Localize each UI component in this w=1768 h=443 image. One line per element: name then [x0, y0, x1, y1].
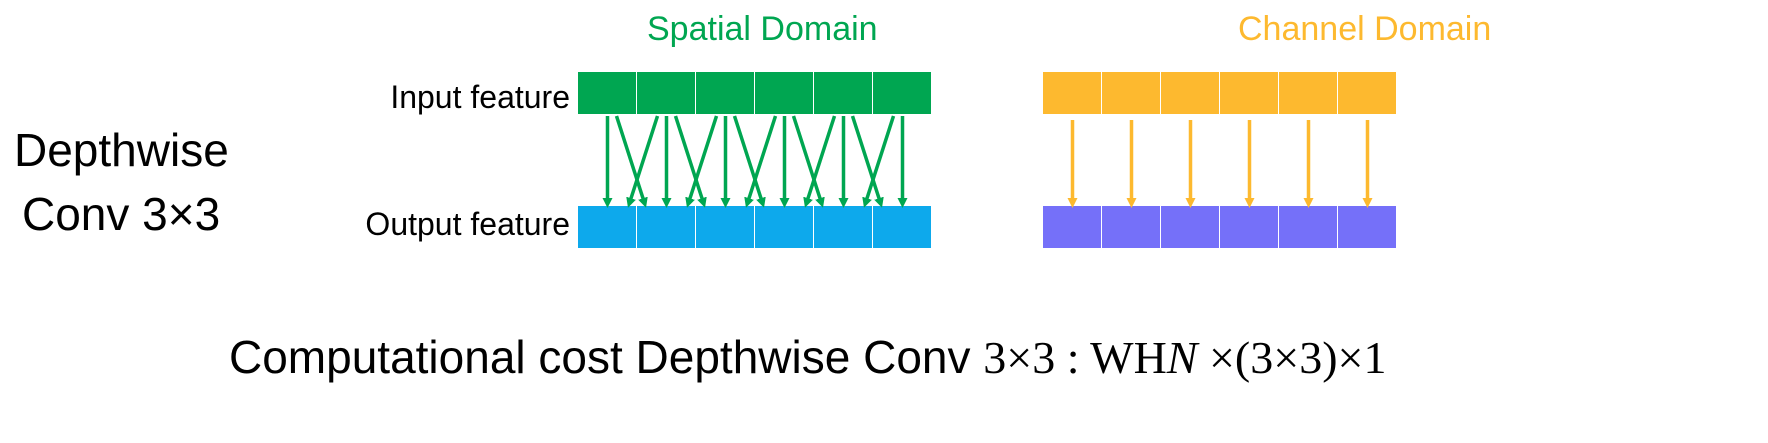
computational-cost-formula: Computational cost Depthwise Conv 3×3 : … — [229, 330, 1386, 384]
spatial-arrow-1-to-2 — [614, 115, 648, 208]
cost-variable: N — [1166, 332, 1198, 383]
spatial-arrow-4-to-5 — [791, 115, 825, 208]
cost-prefix: Computational cost Depthwise Conv — [229, 331, 984, 383]
spatial-arrow-2-to-3 — [673, 115, 707, 208]
operation-title-line2: Conv 3×3 — [22, 188, 221, 240]
channel-input-cell-4 — [1220, 72, 1278, 114]
cost-math-part2: ×(3×3)×1 — [1197, 332, 1387, 383]
spatial-arrow-5-to-4 — [803, 115, 837, 208]
operation-title: Depthwise Conv 3×3 — [14, 118, 229, 246]
spatial-domain-diagram — [578, 72, 931, 248]
channel-output-cell-1 — [1043, 206, 1101, 248]
spatial-output-cell-6 — [873, 206, 931, 248]
channel-input-cell-2 — [1102, 72, 1160, 114]
operation-title-line1: Depthwise — [14, 124, 229, 176]
channel-input-cell-3 — [1161, 72, 1219, 114]
spatial-arrow-3-to-4 — [732, 115, 766, 208]
cost-math-part1: 3×3 : WH — [983, 332, 1167, 383]
output-feature-label: Output feature — [365, 206, 570, 242]
spatial-arrow-5-to-6 — [850, 115, 884, 208]
spatial-domain-title: Spatial Domain — [647, 10, 878, 48]
channel-output-cell-5 — [1279, 206, 1337, 248]
channel-input-cell-5 — [1279, 72, 1337, 114]
channel-input-cell-1 — [1043, 72, 1101, 114]
spatial-input-cell-1 — [578, 72, 636, 114]
spatial-output-cell-5 — [814, 206, 872, 248]
channel-input-cell-6 — [1338, 72, 1396, 114]
input-feature-label: Input feature — [390, 79, 570, 115]
channel-output-cell-2 — [1102, 206, 1160, 248]
spatial-input-cell-2 — [637, 72, 695, 114]
channel-output-cell-4 — [1220, 206, 1278, 248]
spatial-arrow-4-to-3 — [744, 115, 778, 208]
channel-domain-title: Channel Domain — [1238, 10, 1492, 48]
spatial-input-cell-5 — [814, 72, 872, 114]
channel-output-cell-3 — [1161, 206, 1219, 248]
spatial-arrow-2-to-1 — [626, 115, 660, 208]
spatial-arrow-6-to-5 — [862, 115, 896, 208]
spatial-input-cell-4 — [755, 72, 813, 114]
spatial-output-cell-2 — [637, 206, 695, 248]
channel-domain-diagram — [1043, 72, 1396, 248]
spatial-input-cell-6 — [873, 72, 931, 114]
spatial-output-cell-1 — [578, 206, 636, 248]
spatial-input-cell-3 — [696, 72, 754, 114]
spatial-output-cell-4 — [755, 206, 813, 248]
channel-output-cell-6 — [1338, 206, 1396, 248]
spatial-arrow-3-to-2 — [685, 115, 719, 208]
spatial-output-cell-3 — [696, 206, 754, 248]
